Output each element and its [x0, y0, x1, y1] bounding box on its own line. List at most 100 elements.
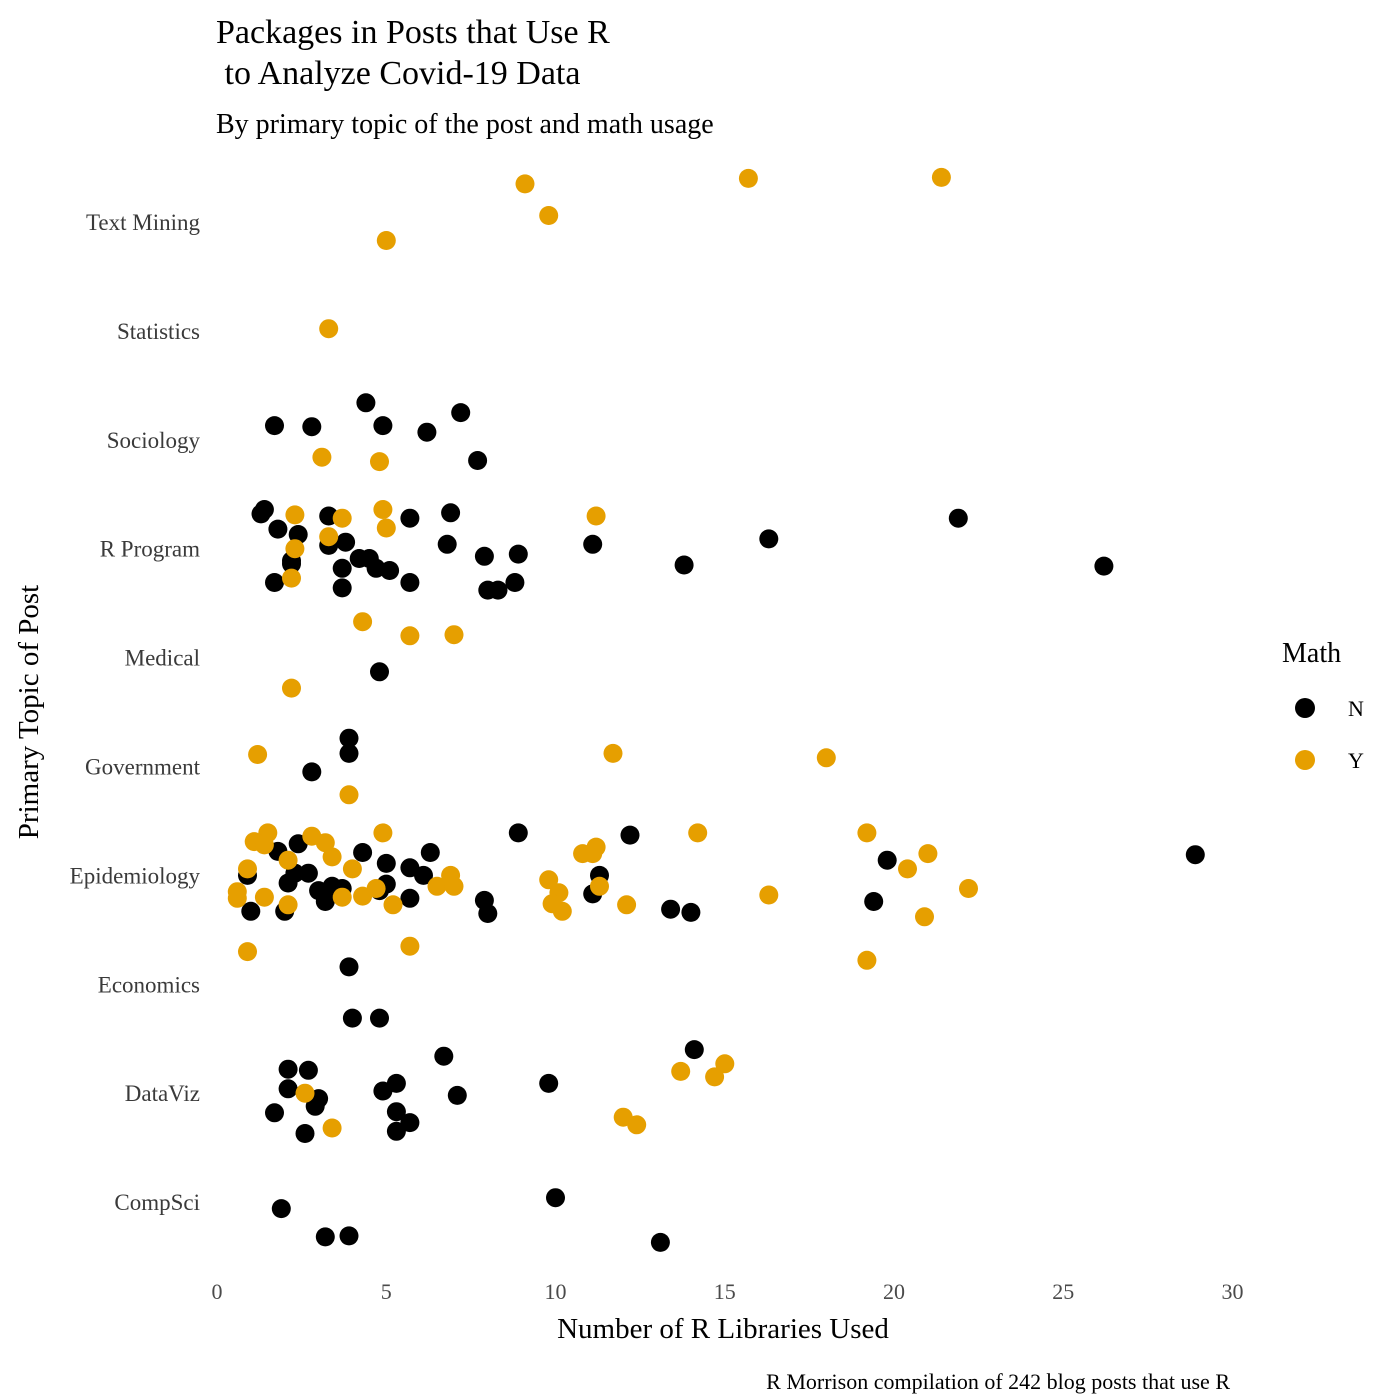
legend-label-n: N: [1348, 696, 1364, 721]
data-point-y: [322, 847, 342, 867]
data-point-y: [857, 823, 877, 843]
data-point-y: [319, 319, 339, 339]
data-point-n: [505, 573, 525, 592]
data-point-n: [864, 892, 884, 911]
data-point-y: [332, 508, 352, 528]
data-point-n: [417, 422, 437, 442]
y-tick-label: Epidemiology: [70, 863, 201, 888]
chart-subtitle: By primary topic of the post and math us…: [216, 109, 714, 140]
y-tick-label: Text Mining: [86, 210, 201, 235]
data-point-y: [715, 1054, 735, 1074]
data-point-y: [322, 1118, 342, 1138]
data-point-y: [931, 167, 951, 187]
data-point-n: [339, 957, 359, 977]
data-point-y: [376, 231, 396, 250]
data-point-n: [681, 902, 701, 922]
y-tick-label: Government: [85, 755, 201, 780]
data-point-y: [400, 936, 420, 956]
data-point-n: [282, 554, 301, 574]
data-point-n: [620, 825, 640, 845]
data-point-n: [376, 853, 396, 873]
data-point-n: [759, 529, 779, 549]
data-point-y: [617, 895, 637, 915]
data-point-n: [650, 1232, 670, 1252]
data-point-n: [373, 1081, 393, 1101]
data-point-y: [590, 876, 609, 896]
data-point-n: [241, 901, 261, 921]
data-point-n: [434, 1046, 454, 1066]
data-point-y: [816, 748, 836, 768]
data-points: [227, 167, 1205, 1252]
data-point-y: [552, 901, 572, 921]
data-point-y: [427, 876, 447, 896]
data-point-y: [315, 833, 335, 853]
chart-title-line-1: Packages in Posts that Use R: [216, 14, 610, 51]
data-point-y: [295, 1083, 315, 1103]
data-point-n: [447, 1085, 467, 1105]
data-point-y: [248, 745, 268, 764]
data-point-n: [251, 504, 271, 524]
x-tick-label: 15: [714, 1279, 736, 1304]
data-point-n: [539, 1073, 559, 1093]
data-point-n: [478, 904, 498, 923]
data-point-n: [468, 451, 488, 470]
data-point-n: [265, 573, 284, 592]
data-point-y: [603, 743, 623, 763]
data-point-y: [583, 844, 603, 864]
data-point-y: [705, 1067, 725, 1087]
x-axis-tick-labels: 0 5 10 15 20 25 30: [212, 1279, 1244, 1304]
data-point-y: [254, 835, 274, 855]
data-point-n: [400, 888, 420, 908]
data-point-n: [508, 544, 528, 564]
data-point-n: [1185, 845, 1205, 865]
data-point-n: [414, 865, 433, 885]
data-point-y: [515, 174, 535, 194]
data-point-y: [959, 879, 978, 898]
data-point-n: [356, 393, 376, 413]
x-tick-label: 30: [1222, 1279, 1244, 1304]
data-point-y: [373, 823, 393, 843]
y-axis-label: Primary Topic of Post: [13, 585, 45, 839]
data-point-n: [400, 573, 420, 592]
data-point-n: [271, 1199, 291, 1219]
x-axis-label: Number of R Libraries Used: [557, 1313, 889, 1345]
data-point-y: [282, 678, 301, 698]
data-point-y: [857, 950, 877, 970]
y-tick-label: Sociology: [107, 428, 201, 453]
data-point-y: [671, 1061, 691, 1081]
data-point-n: [877, 850, 897, 870]
data-point-y: [353, 886, 373, 906]
data-point-n: [295, 1124, 315, 1143]
data-point-y: [319, 527, 339, 547]
x-tick-label: 25: [1052, 1279, 1074, 1304]
x-tick-label: 0: [212, 1279, 223, 1304]
data-point-n: [278, 1059, 298, 1079]
data-point-n: [684, 1040, 704, 1060]
data-point-n: [474, 546, 494, 566]
data-point-y: [400, 626, 420, 646]
x-tick-label: 20: [883, 1279, 905, 1304]
data-point-n: [674, 555, 694, 575]
data-point-y: [370, 452, 389, 472]
data-point-n: [373, 416, 393, 436]
data-point-y: [278, 895, 298, 915]
data-point-n: [339, 1226, 359, 1246]
legend-label-y: Y: [1348, 748, 1364, 773]
data-point-n: [265, 1103, 284, 1123]
data-point-n: [288, 525, 308, 544]
data-point-y: [339, 785, 359, 805]
y-tick-label: Statistics: [117, 319, 200, 344]
legend-key-y: [1295, 750, 1315, 770]
data-point-n: [386, 1121, 406, 1141]
y-tick-label: CompSci: [114, 1190, 200, 1215]
data-point-n: [948, 508, 968, 528]
data-point-y: [376, 518, 396, 538]
data-point-y: [539, 206, 559, 225]
data-point-n: [332, 578, 352, 598]
data-point-n: [353, 843, 373, 862]
legend: Math N Y: [1282, 638, 1364, 773]
data-point-n: [342, 1008, 362, 1028]
data-point-y: [383, 895, 403, 915]
data-point-y: [353, 612, 373, 632]
